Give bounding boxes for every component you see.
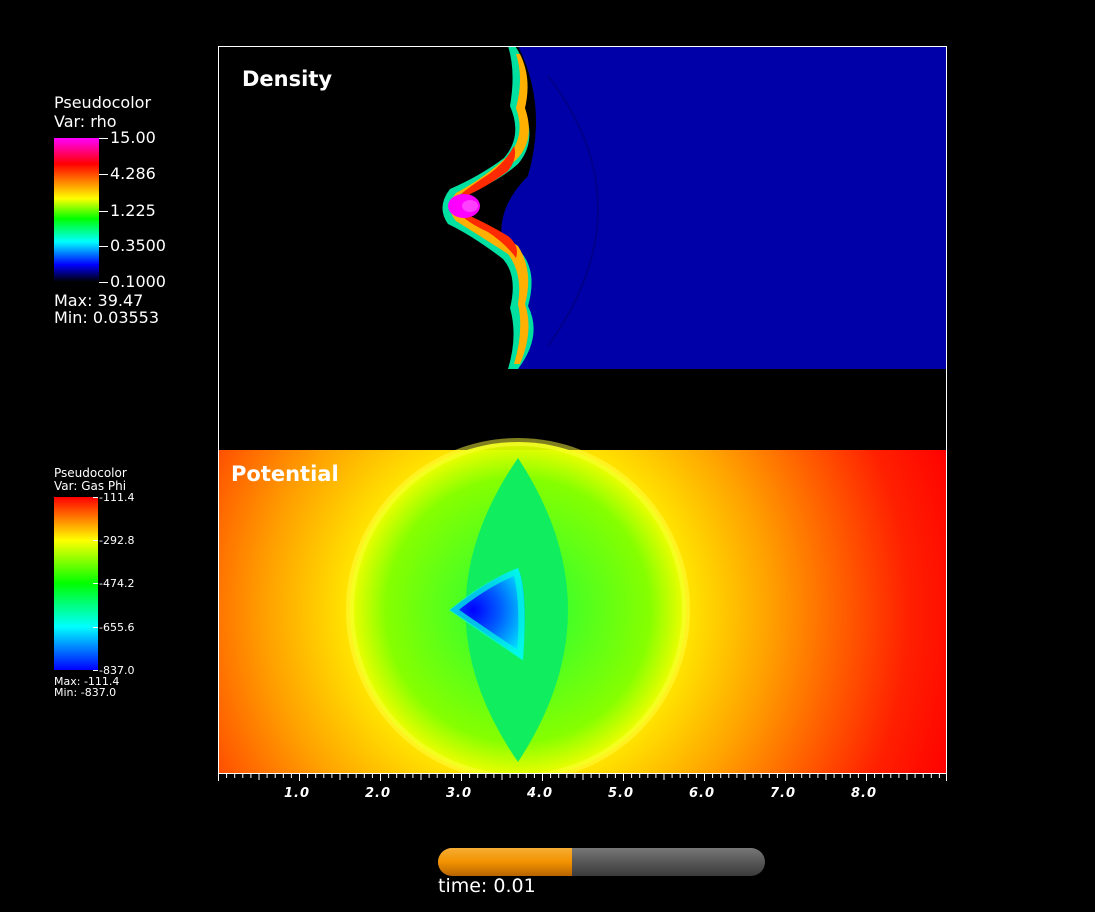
density-panel [219,47,946,450]
density-tick-label: 0.1000 [99,272,166,291]
x-axis-tick-label: 2.0 [364,786,392,801]
potential-tick-label: -111.4 [92,491,135,504]
potential-tick-label: -292.8 [92,534,135,547]
x-axis-ticks [218,774,947,781]
density-tick-label: 0.3500 [99,236,166,255]
x-axis-tick-label: 6.0 [688,786,716,801]
density-legend: Pseudocolor Var: rho 15.00 4.286 1.225 0… [54,93,214,338]
density-tick-label: 15.00 [99,128,156,147]
plot-frame: Density Potential [218,46,947,774]
potential-label: Potential [231,462,339,486]
density-tick-label: 1.225 [99,201,156,220]
time-label: time: 0.01 [438,875,536,897]
time-slider-fill [438,848,573,876]
x-axis-tick-label: 5.0 [607,786,635,801]
potential-panel [219,438,946,773]
density-min: Min: 0.03553 [54,308,160,327]
density-legend-var: Var: rho [54,112,117,131]
potential-legend: Pseudocolor Var: Gas Phi -111.4 -292.8 -… [54,467,214,707]
potential-legend-title: Pseudocolor [54,466,127,480]
x-axis-tick-label: 4.0 [526,786,554,801]
density-legend-title: Pseudocolor [54,93,152,112]
density-colorbar [54,138,99,282]
x-axis-tick-label: 3.0 [445,786,473,801]
potential-tick-label: -474.2 [92,577,135,590]
potential-min: Min: -837.0 [54,686,117,699]
density-label: Density [242,67,333,91]
potential-legend-var: Var: Gas Phi [54,479,127,493]
potential-tick-label: -837.0 [92,664,135,677]
x-axis-tick-label: 7.0 [769,786,797,801]
plot-canvas [219,47,946,773]
time-slider[interactable] [438,848,765,876]
density-tick-label: 4.286 [99,164,156,183]
density-max: Max: 39.47 [54,291,144,310]
potential-max: Max: -111.4 [54,675,120,688]
x-axis-tick-label: 8.0 [850,786,878,801]
potential-colorbar [54,497,98,670]
potential-tick-label: -655.6 [92,621,135,634]
x-axis-tick-label: 1.0 [283,786,311,801]
